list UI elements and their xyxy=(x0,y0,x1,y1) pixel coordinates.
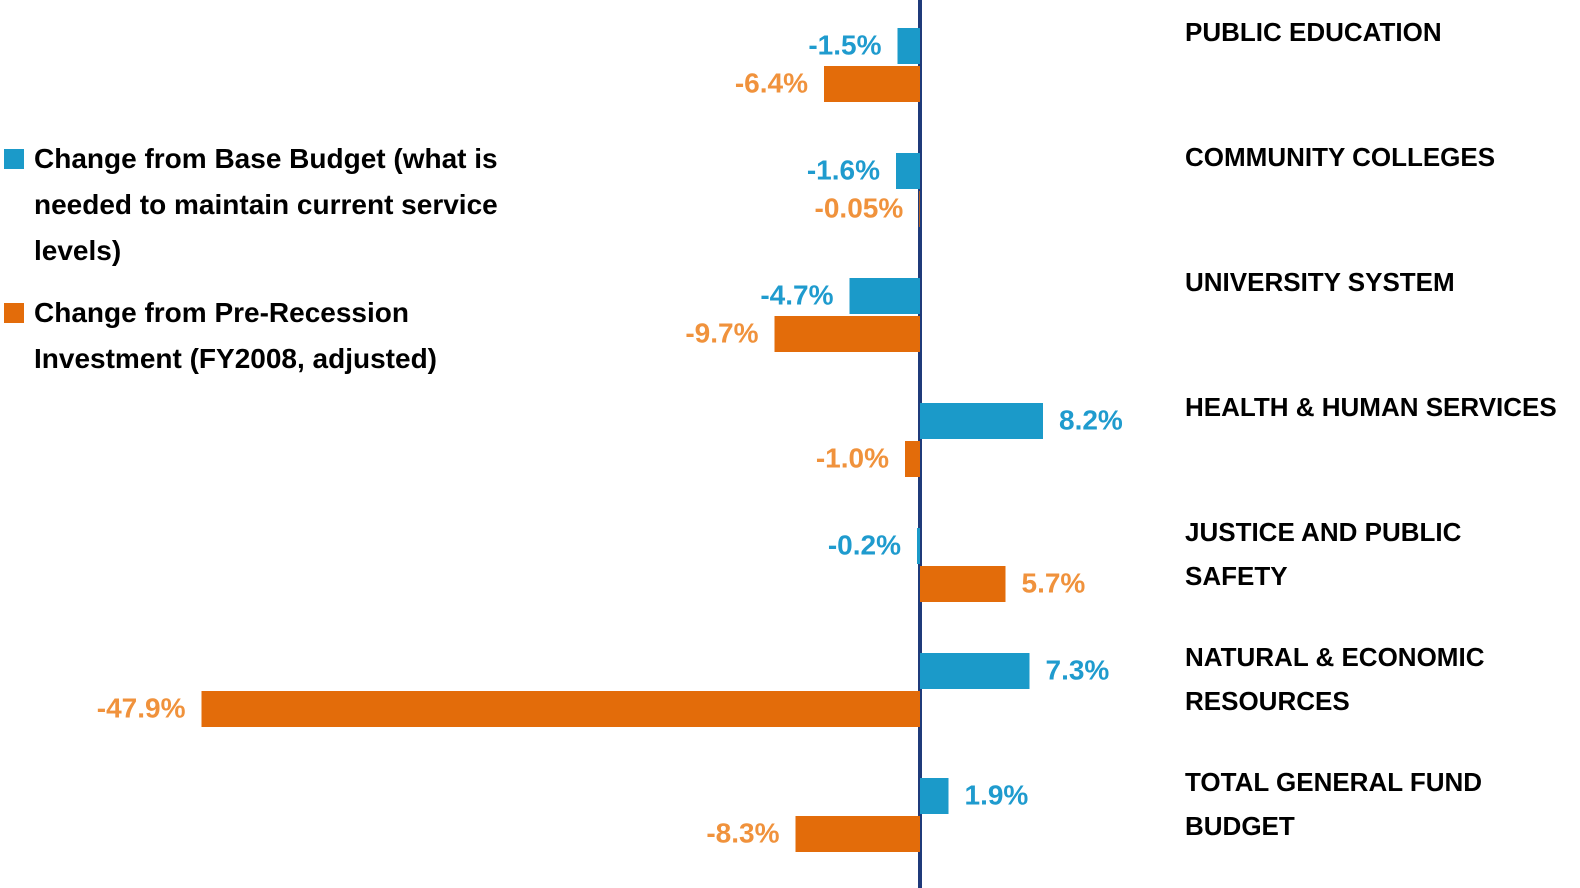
bar xyxy=(920,566,1006,602)
category-label: COMMUNITY COLLEGES xyxy=(1185,142,1496,172)
value-label: -47.9% xyxy=(97,692,186,723)
value-label: -1.0% xyxy=(816,442,889,473)
bar xyxy=(920,653,1030,689)
category-label: JUSTICE AND PUBLIC SAFETY xyxy=(1185,517,1462,591)
value-label: -6.4% xyxy=(735,67,808,98)
bar xyxy=(917,528,920,564)
legend-item: Change from Base Budget (what is needed … xyxy=(4,136,544,274)
bar xyxy=(824,66,920,102)
bar xyxy=(795,816,920,852)
value-label: 7.3% xyxy=(1046,654,1110,685)
value-label: -0.05% xyxy=(815,192,904,223)
legend-label: Change from Base Budget (what is needed … xyxy=(34,143,498,266)
bar xyxy=(905,441,920,477)
category-label: NATURAL & ECONOMIC RESOURCES xyxy=(1185,642,1485,716)
bar xyxy=(919,191,920,227)
bar xyxy=(896,153,920,189)
bar xyxy=(920,403,1043,439)
value-label: -4.7% xyxy=(760,279,833,310)
value-label: 5.7% xyxy=(1022,567,1086,598)
category-label: TOTAL GENERAL FUND BUDGET xyxy=(1185,767,1483,841)
bar xyxy=(849,278,920,314)
value-label: -9.7% xyxy=(685,317,758,348)
bar xyxy=(201,691,920,727)
value-label: 8.2% xyxy=(1059,404,1123,435)
value-label: -0.2% xyxy=(828,529,901,560)
category-label: PUBLIC EDUCATION xyxy=(1185,17,1442,47)
value-label: -1.5% xyxy=(808,29,881,60)
value-label: 1.9% xyxy=(965,779,1029,810)
legend-swatch xyxy=(4,303,24,323)
bar xyxy=(897,28,920,64)
bar xyxy=(774,316,920,352)
bar xyxy=(920,778,949,814)
value-label: -8.3% xyxy=(706,817,779,848)
legend: Change from Base Budget (what is needed … xyxy=(4,136,544,398)
legend-swatch xyxy=(4,149,24,169)
value-label: -1.6% xyxy=(807,154,880,185)
legend-item: Change from Pre-Recession Investment (FY… xyxy=(4,290,544,382)
category-label: UNIVERSITY SYSTEM xyxy=(1185,267,1455,297)
category-label: HEALTH & HUMAN SERVICES xyxy=(1185,392,1557,422)
legend-label: Change from Pre-Recession Investment (FY… xyxy=(34,297,438,374)
